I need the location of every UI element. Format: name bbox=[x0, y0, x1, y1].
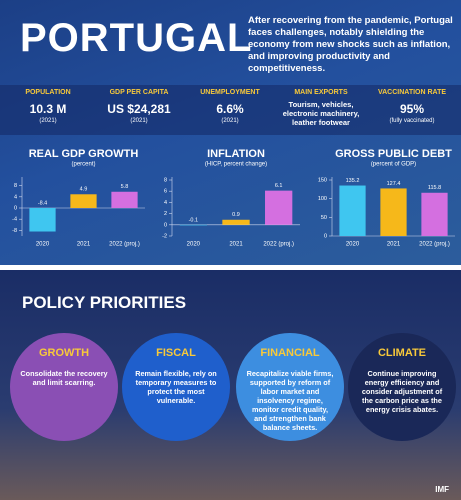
stat-value: US $24,281 bbox=[107, 102, 171, 116]
y-tick-label: -2 bbox=[162, 233, 167, 239]
bar bbox=[380, 188, 407, 236]
y-tick-label: 0 bbox=[324, 233, 327, 239]
x-tick-label: 2022 (proj.) bbox=[109, 242, 140, 248]
y-tick-label: 6 bbox=[164, 189, 167, 195]
chart-subtitle: (percent of GDP) bbox=[371, 162, 416, 168]
value-label: 5.8 bbox=[121, 184, 129, 190]
policy-item-text: Continue improving energy efficiency and… bbox=[361, 369, 443, 414]
y-tick-label: 50 bbox=[321, 215, 327, 221]
stat-note: (2021) bbox=[130, 118, 148, 124]
bar bbox=[29, 208, 56, 232]
x-tick-label: 2020 bbox=[187, 242, 201, 248]
value-label: 6.1 bbox=[275, 183, 283, 189]
policy-item-title: CLIMATE bbox=[377, 347, 427, 359]
y-tick-label: 4 bbox=[14, 194, 17, 200]
policy-item-title: FISCAL bbox=[156, 347, 196, 359]
stat-note: (2021) bbox=[221, 118, 239, 124]
title: PORTUGAL bbox=[20, 16, 253, 60]
bar bbox=[265, 190, 293, 225]
value-label: -8.4 bbox=[38, 200, 47, 206]
x-tick-label: 2020 bbox=[36, 242, 50, 248]
x-tick-label: 2021 bbox=[229, 242, 243, 248]
x-tick-label: 2022 (proj.) bbox=[419, 242, 450, 248]
x-tick-label: 2021 bbox=[77, 242, 91, 248]
y-tick-label: -8 bbox=[12, 228, 17, 234]
value-label: 0.9 bbox=[232, 212, 240, 218]
policy-item-text: Recapitalize viable firms, supported by … bbox=[246, 369, 334, 432]
value-label: 127.4 bbox=[387, 181, 401, 187]
intro-text: After recovering from the pandemic, Port… bbox=[248, 15, 453, 74]
stat-note: (2021) bbox=[39, 118, 57, 124]
value-label: 115.8 bbox=[428, 185, 441, 191]
policy-circle: FINANCIAL Recapitalize viable firms, supp… bbox=[236, 333, 344, 441]
policy-title: POLICY PRIORITIES bbox=[22, 293, 187, 312]
y-tick-label: 0 bbox=[14, 205, 17, 211]
stat-label: MAIN EXPORTS bbox=[294, 89, 348, 96]
policy-item-title: GROWTH bbox=[38, 347, 90, 359]
y-tick-label: 8 bbox=[14, 183, 17, 189]
bar bbox=[222, 219, 250, 225]
chart-title: GROSS PUBLIC DEBT bbox=[335, 148, 452, 160]
charts: REAL GDP GROWTH (percent) -8 -4 0 4 8 -8.4 2020 4… bbox=[12, 148, 455, 248]
stat-label: GDP PER CAPITA bbox=[109, 89, 169, 96]
chart-subtitle: (HICP, percent change) bbox=[205, 162, 267, 168]
policy-circle: GROWTH Consolidate the recovery and limit… bbox=[10, 333, 118, 441]
stat-value: 10.3 M bbox=[29, 102, 67, 116]
chart-title: REAL GDP GROWTH bbox=[29, 148, 139, 160]
separator bbox=[0, 265, 461, 270]
stat-label: POPULATION bbox=[25, 89, 71, 96]
value-label: 135.2 bbox=[346, 178, 360, 184]
bar bbox=[179, 224, 207, 226]
chart-subtitle: (percent) bbox=[71, 162, 95, 168]
stats-band: POPULATION 10.3 M (2021) GDP PER CAPITA US $… bbox=[0, 85, 461, 135]
stat-value: 6.6% bbox=[216, 102, 244, 116]
bar bbox=[421, 192, 448, 236]
x-tick-label: 2021 bbox=[387, 242, 401, 248]
policy-circle: FISCAL Remain flexible, rely on temporary… bbox=[122, 333, 230, 441]
y-tick-label: 150 bbox=[318, 177, 327, 183]
stat: UNEMPLOYMENT 6.6% (2021) bbox=[186, 89, 274, 124]
policy-item-title: FINANCIAL bbox=[260, 347, 320, 359]
y-tick-label: 2 bbox=[164, 211, 167, 217]
policy-circle: CLIMATE Continue improving energy efficie… bbox=[348, 333, 456, 441]
stat: MAIN EXPORTS Tourism, vehicles, electroni… bbox=[277, 89, 365, 127]
stat: GDP PER CAPITA US $24,281 (2021) bbox=[95, 89, 183, 124]
stat-value: 95% bbox=[399, 102, 425, 116]
y-tick-label: 8 bbox=[164, 177, 167, 183]
policy-item-text: Remain flexible, rely on temporary measu… bbox=[135, 369, 217, 405]
x-tick-label: 2020 bbox=[346, 242, 360, 248]
policy-item-text: Consolidate the recovery and limit scarr… bbox=[20, 369, 108, 387]
value-label: -0.1 bbox=[189, 217, 198, 223]
stat-note: (fully vaccinated) bbox=[389, 118, 435, 124]
stat: POPULATION 10.3 M (2021) bbox=[4, 89, 92, 124]
stat: VACCINATION RATE 95% (fully vaccinated) bbox=[368, 89, 456, 124]
stat-label: UNEMPLOYMENT bbox=[200, 89, 260, 96]
bar bbox=[70, 194, 97, 208]
footer: IMF bbox=[435, 485, 449, 494]
y-tick-label: 4 bbox=[164, 200, 167, 206]
bar bbox=[339, 185, 366, 236]
y-tick-label: -4 bbox=[12, 217, 17, 223]
bar bbox=[111, 191, 138, 208]
value-label: 4.9 bbox=[80, 187, 88, 193]
chart-title: INFLATION bbox=[207, 148, 265, 160]
y-tick-label: 100 bbox=[318, 196, 327, 202]
y-tick-label: 0 bbox=[164, 222, 167, 228]
x-tick-label: 2022 (proj.) bbox=[263, 242, 294, 248]
stat-label: VACCINATION RATE bbox=[377, 89, 447, 96]
stat-value: Tourism, vehicles, electronic machinery,… bbox=[282, 100, 360, 127]
